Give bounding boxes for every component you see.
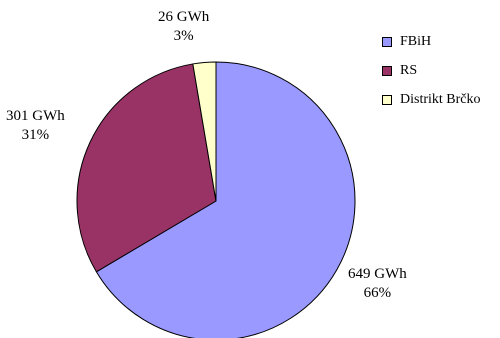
legend-item-fbih: FBiH — [382, 27, 481, 56]
legend-swatch-fbih — [382, 36, 392, 47]
data-label-brcko-percent: 3% — [173, 28, 194, 44]
pie-slice-distrikt-br-ko — [192, 61, 217, 202]
legend-label-rs: RS — [400, 62, 418, 78]
legend: FBiH RS Distrikt Brčko — [382, 27, 481, 114]
legend-label-fbih: FBiH — [400, 33, 432, 49]
data-label-brcko: 26 GWh 3% — [158, 8, 209, 46]
data-label-fbih-value: 649 GWh — [348, 266, 407, 282]
legend-item-rs: RS — [382, 56, 481, 85]
data-label-rs-value: 301 GWh — [6, 108, 65, 124]
data-label-brcko-value: 26 GWh — [158, 9, 210, 25]
pie-slice-rs — [76, 63, 217, 273]
data-label-rs: 301 GWh 31% — [6, 107, 65, 145]
legend-swatch-rs — [382, 65, 392, 76]
data-label-fbih: 649 GWh 66% — [348, 265, 407, 303]
pie-slice-fbih — [95, 61, 356, 338]
data-label-fbih-percent: 66% — [363, 285, 392, 301]
data-label-rs-percent: 31% — [21, 127, 50, 143]
legend-label-brcko: Distrikt Brčko — [400, 91, 481, 107]
legend-swatch-brcko — [382, 94, 392, 105]
legend-item-brcko: Distrikt Brčko — [382, 85, 481, 114]
